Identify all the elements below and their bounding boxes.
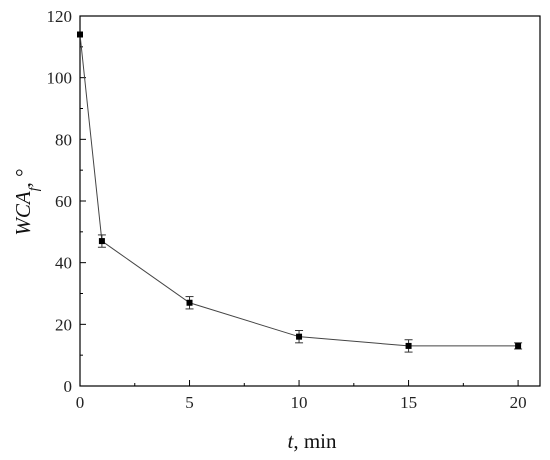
data-point — [296, 333, 303, 340]
data-point — [405, 342, 412, 349]
plot-border — [79, 15, 541, 387]
x-tick-label: 10 — [291, 393, 308, 412]
y-axis-title-unit: , ° — [11, 168, 35, 187]
y-tick-label: 20 — [55, 315, 72, 334]
x-tick-label: 20 — [510, 393, 527, 412]
x-axis-title: t, min — [287, 429, 337, 453]
x-tick-label: 15 — [400, 393, 417, 412]
axis-ticks — [79, 15, 519, 387]
data-point — [77, 31, 83, 38]
data-point — [515, 342, 522, 349]
x-axis-title-var: t — [287, 429, 294, 453]
x-axis-title-unit: , min — [293, 429, 337, 453]
y-tick-label: 60 — [55, 192, 72, 211]
y-axis-title-var: WCA — [11, 191, 35, 236]
data-point — [186, 299, 193, 306]
y-axis-title-sub: f — [27, 185, 42, 191]
data-series — [77, 31, 523, 353]
x-tick-label: 0 — [76, 393, 85, 412]
y-tick-label: 0 — [64, 377, 73, 396]
y-tick-label: 120 — [47, 7, 73, 26]
x-tick-label: 5 — [185, 393, 194, 412]
y-axis-title: WCAf, ° — [11, 168, 42, 235]
y-tick-label: 80 — [55, 130, 72, 149]
y-tick-label: 100 — [47, 69, 73, 88]
series-line — [79, 34, 519, 347]
plot-frame — [79, 15, 541, 387]
y-tick-label: 40 — [55, 254, 72, 273]
data-point — [98, 238, 105, 245]
tick-labels: 0 5 10 15 20 0 20 40 60 80 100 120 — [47, 7, 527, 412]
